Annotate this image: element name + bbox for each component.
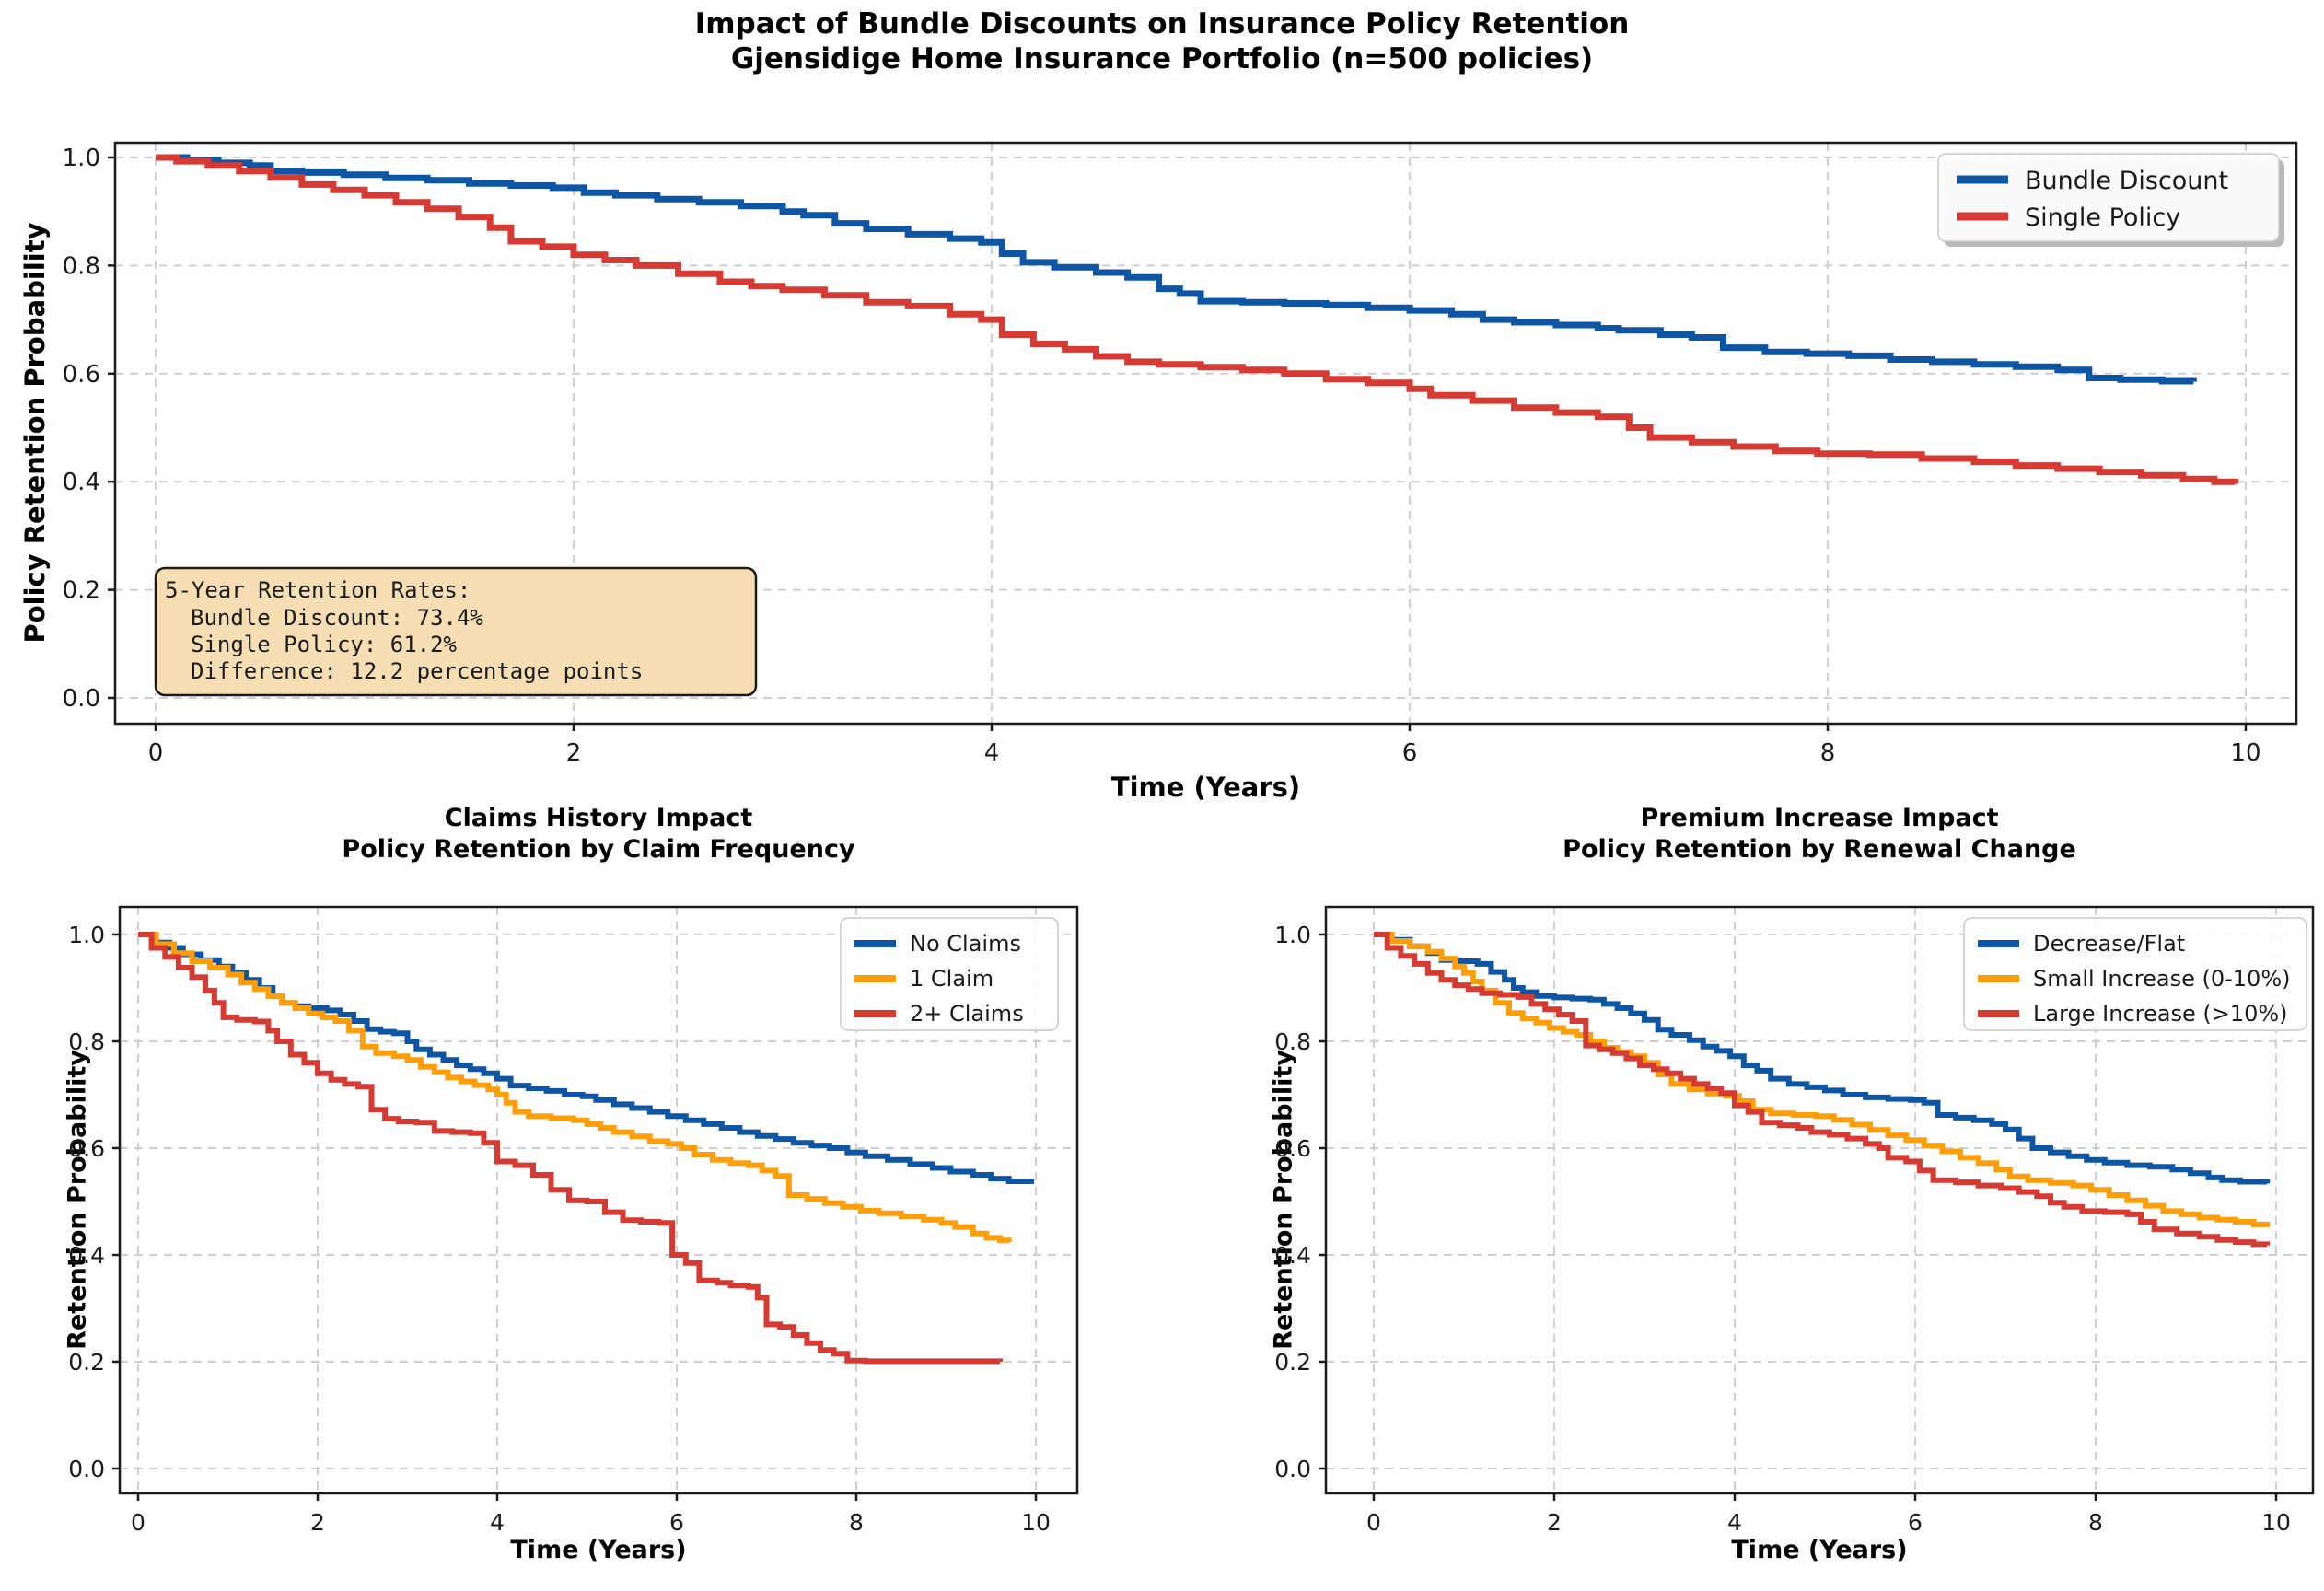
tick-label-y: 0.0 [68, 1456, 105, 1482]
claims-x-axis-label: Time (Years) [510, 1536, 687, 1564]
legend-label-small-increase: Small Increase (0-10%) [2033, 966, 2290, 992]
tick-label-x: 10 [1021, 1509, 1051, 1536]
tick-label-x: 8 [849, 1509, 864, 1536]
legend-item-two-plus-claims: 2+ Claims [854, 1001, 1024, 1027]
tick-label-y: 1.0 [68, 922, 105, 948]
tick-label-x: 2 [1547, 1509, 1562, 1536]
premium-legend: Decrease/Flat Small Increase (0-10%) Lar… [1963, 917, 2307, 1031]
premium-chart-title: Premium Increase Impact [1640, 804, 1999, 832]
tick-label-x: 4 [984, 739, 1000, 767]
tick-label-y: 0.4 [1274, 1242, 1311, 1269]
survival-curve-bundle-discount [156, 154, 2197, 385]
premium-ticks-layer: 0.0 0.2 0.4 0.6 0.8 1.0 0 2 4 6 8 10 [1274, 922, 2291, 1536]
tick-label-y: 0.0 [63, 685, 100, 713]
tick-label-x: 6 [1908, 1509, 1923, 1536]
premium-plot-border [1324, 905, 2315, 1495]
legend-item-decrease-flat: Decrease/Flat [1978, 931, 2185, 957]
premium-legend-box [1963, 917, 2307, 1031]
legend-label-large-increase: Large Increase (>10%) [2033, 1001, 2288, 1027]
legend-item-no-claims: No Claims [854, 931, 1021, 957]
claims-legend: No Claims 1 Claim 2+ Claims [840, 917, 1059, 1031]
tick-label-x: 4 [1727, 1509, 1742, 1536]
main-plot-border [113, 141, 2298, 726]
tick-label-x: 6 [1402, 739, 1418, 767]
main-curves-layer [156, 154, 2239, 485]
premium-grid-layer [1326, 907, 2313, 1493]
tick-label-x: 2 [566, 739, 582, 767]
premium-curves-layer [1374, 932, 2271, 1248]
annotation-line-2: Bundle Discount: 73.4% [191, 605, 483, 631]
main-y-axis-label: Policy Retention Probability [19, 222, 51, 644]
tick-label-x: 8 [1820, 739, 1836, 767]
tick-label-y: 0.8 [63, 252, 100, 280]
tick-label-y: 0.8 [68, 1028, 105, 1055]
tick-label-y: 0.4 [68, 1242, 105, 1269]
tick-label-x: 4 [490, 1509, 505, 1536]
legend-item-large-increase: Large Increase (>10%) [1978, 1001, 2288, 1027]
tick-label-x: 2 [310, 1509, 325, 1536]
premium-y-axis-label: Retention Probability [1269, 1050, 1298, 1350]
legend-label-bundle-discount: Bundle Discount [2025, 167, 2228, 195]
tick-label-y: 0.2 [68, 1349, 105, 1376]
tick-label-y: 0.6 [63, 361, 100, 389]
legend-label-one-claim: 1 Claim [910, 966, 994, 992]
claims-y-axis-label: Retention Probability [63, 1050, 92, 1350]
legend-item-small-increase: Small Increase (0-10%) [1978, 966, 2290, 992]
legend-item-one-claim: 1 Claim [854, 966, 994, 992]
premium-x-axis-label: Time (Years) [1731, 1536, 1908, 1564]
figure-title-line1: Impact of Bundle Discounts on Insurance … [694, 7, 1630, 41]
claims-chart-title: Claims History Impact [444, 804, 753, 832]
legend-label-single-policy: Single Policy [2025, 203, 2180, 232]
survival-curve-decrease-flat [1374, 932, 2271, 1185]
tick-label-y: 0.6 [68, 1135, 105, 1162]
tick-label-y: 1.0 [63, 145, 100, 172]
annotation-line-1: 5-Year Retention Rates: [165, 577, 471, 603]
tick-label-y: 0.2 [63, 577, 100, 605]
annotation-line-3: Single Policy: 61.2% [191, 632, 458, 657]
tick-label-x: 0 [148, 739, 164, 767]
survival-curve-large-increase-10- [1374, 932, 2271, 1248]
tick-label-x: 0 [131, 1509, 145, 1536]
figure-title-line2: Gjensidige Home Insurance Portfolio (n=5… [730, 42, 1594, 75]
legend-label-no-claims: No Claims [910, 931, 1021, 957]
main-legend: Bundle Discount Single Policy [1937, 153, 2284, 247]
tick-label-y: 0.6 [1274, 1135, 1311, 1162]
premium-survival-plot: 0.0 0.2 0.4 0.6 0.8 1.0 0 2 4 6 8 10 Decrease/Flat … [1274, 905, 2315, 1536]
claims-survival-plot: 0.0 0.2 0.4 0.6 0.8 1.0 0 2 4 6 8 10 No Claims 1 Cl… [68, 905, 1079, 1536]
premium-chart-subtitle: Policy Retention by Renewal Change [1563, 835, 2076, 864]
main-ticks-layer: 0.0 0.2 0.4 0.6 0.8 1.0 0 2 4 6 8 10 [63, 145, 2261, 767]
claims-plot-border [118, 905, 1079, 1495]
tick-label-y: 0.2 [1274, 1349, 1311, 1376]
tick-label-x: 6 [669, 1509, 684, 1536]
annotation-line-4: Difference: 12.2 percentage points [191, 658, 643, 684]
survival-curve-1-claim [138, 932, 1012, 1244]
main-grid-layer [115, 143, 2296, 724]
survival-curve-small-increase-0-10- [1374, 932, 2271, 1227]
survival-curve-single-policy [156, 154, 2239, 485]
claims-ticks-layer: 0.0 0.2 0.4 0.6 0.8 1.0 0 2 4 6 8 10 [68, 922, 1051, 1536]
tick-label-x: 8 [2088, 1509, 2103, 1536]
claims-chart-subtitle: Policy Retention by Claim Frequency [342, 835, 855, 864]
main-survival-plot: 0.0 0.2 0.4 0.6 0.8 1.0 0 2 4 6 8 10 5-Year Retenti… [63, 141, 2298, 767]
tick-label-y: 0.4 [63, 469, 100, 496]
legend-label-two-plus-claims: 2+ Claims [910, 1001, 1024, 1027]
annotation-box: 5-Year Retention Rates: Bundle Discount:… [154, 566, 758, 697]
tick-label-x: 10 [2230, 739, 2260, 767]
tick-label-x: 10 [2261, 1509, 2291, 1536]
legend-item-single-policy: Single Policy [1957, 203, 2180, 232]
main-legend-box [1937, 153, 2280, 242]
annotation-box-bg [154, 566, 758, 697]
legend-label-decrease-flat: Decrease/Flat [2033, 931, 2185, 957]
survival-curve-2-claims [138, 932, 1003, 1365]
legend-item-bundle-discount: Bundle Discount [1957, 167, 2228, 195]
tick-label-x: 0 [1366, 1509, 1381, 1536]
tick-label-y: 0.8 [1274, 1028, 1311, 1055]
tick-label-y: 1.0 [1274, 922, 1311, 948]
main-x-axis-label: Time (Years) [1110, 772, 1301, 803]
claims-curves-layer [138, 932, 1035, 1365]
tick-label-y: 0.0 [1274, 1456, 1311, 1482]
